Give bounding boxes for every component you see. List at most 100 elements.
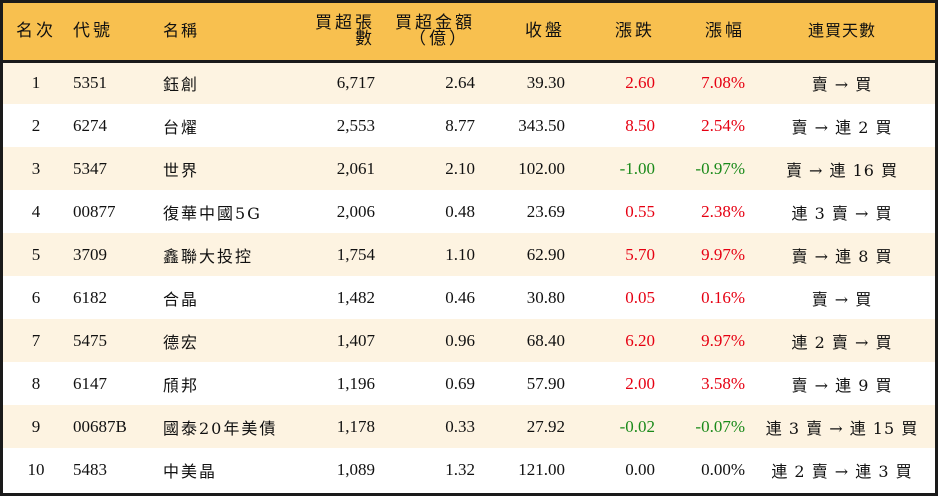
cell-close: 30.80 <box>526 287 565 307</box>
cell-net-buy-lots: 1,482 <box>336 287 375 307</box>
cell-code: 5483 <box>73 459 107 479</box>
cell-net-buy-amount: 0.46 <box>445 287 475 307</box>
cell-net-buy-lots: 1,196 <box>336 373 375 393</box>
cell-change-pct: 3.58% <box>701 373 745 393</box>
table-header-row: 名次 代號 名稱 買超張數 買超金額 （億） 收盤 漲跌 漲幅 連買天數 <box>3 3 935 61</box>
cell-net-buy-lots: 1,407 <box>336 330 375 350</box>
net-buy-ranking-table: 名次 代號 名稱 買超張數 買超金額 （億） 收盤 漲跌 漲幅 連買天數 1 53… <box>3 3 935 491</box>
cell-close: 102.00 <box>518 158 565 178</box>
cell-net-buy-amount: 1.32 <box>445 459 475 479</box>
cell-change-pct: 2.38% <box>701 201 745 221</box>
cell-code: 00877 <box>73 201 116 221</box>
cell-streak: 賣 → 連 9 買 <box>791 375 893 395</box>
cell-change: 2.00 <box>625 373 655 393</box>
cell-name: 德宏 <box>163 332 200 352</box>
cell-net-buy-amount: 1.10 <box>445 244 475 264</box>
header-rank: 名次 <box>16 21 56 42</box>
table-row: 9 00687B 國泰20年美債 1,178 0.33 27.92 -0.02 -0.07% 連… <box>3 405 935 448</box>
cell-rank: 9 <box>31 416 41 436</box>
cell-close: 27.92 <box>526 416 565 436</box>
cell-rank: 3 <box>31 158 41 178</box>
header-streak: 連買天數 <box>807 21 876 41</box>
cell-change: 0.05 <box>625 287 655 307</box>
table-row: 5 3709 鑫聯大投控 1,754 1.10 62.90 5.70 9.97% 賣 → 連 8… <box>3 233 935 276</box>
cell-name: 台燿 <box>163 117 200 137</box>
header-net-buy-amount-unit: （億） <box>409 29 469 50</box>
cell-name: 頎邦 <box>163 375 200 395</box>
cell-change: 6.20 <box>625 330 655 350</box>
cell-code: 3709 <box>73 244 107 264</box>
cell-close: 57.90 <box>526 373 565 393</box>
header-change-pct: 漲幅 <box>705 21 745 42</box>
cell-streak: 賣 → 買 <box>811 289 873 309</box>
cell-net-buy-amount: 2.10 <box>445 158 475 178</box>
cell-close: 39.30 <box>526 73 565 93</box>
cell-rank: 4 <box>31 201 41 221</box>
cell-streak: 賣 → 連 2 買 <box>791 117 893 137</box>
cell-close: 343.50 <box>518 115 565 135</box>
cell-streak: 連 3 賣 → 買 <box>791 203 893 223</box>
cell-net-buy-lots: 2,061 <box>336 158 375 178</box>
cell-change-pct: 0.16% <box>701 287 745 307</box>
cell-change: 0.00 <box>625 459 655 479</box>
cell-change: -1.00 <box>619 158 655 178</box>
table-row: 4 00877 復華中國5G 2,006 0.48 23.69 0.55 2.38% 連 3 賣… <box>3 190 935 233</box>
header-net-buy-amount: 買超金額 （億） <box>379 3 479 61</box>
cell-change-pct: -0.97% <box>695 158 745 178</box>
cell-net-buy-lots: 2,553 <box>336 115 375 135</box>
cell-change-pct: -0.07% <box>695 416 745 436</box>
cell-change: 5.70 <box>625 244 655 264</box>
header-net-buy-lots: 買超張數 <box>315 13 375 50</box>
cell-name: 鈺創 <box>163 75 200 95</box>
cell-name: 中美晶 <box>163 461 218 481</box>
cell-code: 5351 <box>73 73 107 93</box>
table-row: 7 5475 德宏 1,407 0.96 68.40 6.20 9.97% 連 2 賣 → 買 <box>3 319 935 362</box>
cell-change: 0.55 <box>625 201 655 221</box>
cell-streak: 賣 → 連 16 買 <box>785 160 899 180</box>
cell-net-buy-amount: 0.96 <box>445 330 475 350</box>
cell-code: 6147 <box>73 373 107 393</box>
cell-net-buy-lots: 2,006 <box>336 201 375 221</box>
cell-rank: 8 <box>31 373 41 393</box>
table-row: 3 5347 世界 2,061 2.10 102.00 -1.00 -0.97% 賣 → 連 1… <box>3 147 935 190</box>
cell-change-pct: 7.08% <box>701 73 745 93</box>
header-code: 代號 <box>73 21 113 42</box>
cell-change: 2.60 <box>625 73 655 93</box>
cell-code: 6274 <box>73 115 107 135</box>
cell-net-buy-amount: 0.69 <box>445 373 475 393</box>
cell-name: 合晶 <box>163 289 200 309</box>
cell-name: 國泰20年美債 <box>163 418 278 438</box>
cell-code: 5347 <box>73 158 107 178</box>
cell-net-buy-amount: 0.48 <box>445 201 475 221</box>
cell-rank: 1 <box>31 73 41 93</box>
cell-change-pct: 9.97% <box>701 244 745 264</box>
cell-net-buy-lots: 6,717 <box>336 73 375 93</box>
cell-net-buy-amount: 8.77 <box>445 115 475 135</box>
cell-close: 121.00 <box>518 459 565 479</box>
table-row: 10 5483 中美晶 1,089 1.32 121.00 0.00 0.00% 連 2 賣 →… <box>3 448 935 491</box>
cell-net-buy-lots: 1,754 <box>336 244 375 264</box>
cell-net-buy-amount: 2.64 <box>445 73 475 93</box>
cell-net-buy-lots: 1,089 <box>336 459 375 479</box>
table-row: 2 6274 台燿 2,553 8.77 343.50 8.50 2.54% 賣 → 連 2 買 <box>3 104 935 147</box>
table-row: 8 6147 頎邦 1,196 0.69 57.90 2.00 3.58% 賣 → 連 9 買 <box>3 362 935 405</box>
cell-streak: 賣 → 買 <box>811 75 873 95</box>
cell-streak: 賣 → 連 8 買 <box>791 246 893 266</box>
cell-change-pct: 9.97% <box>701 330 745 350</box>
cell-net-buy-amount: 0.33 <box>445 416 475 436</box>
cell-change-pct: 0.00% <box>701 459 745 479</box>
cell-streak: 連 2 賣 → 買 <box>791 332 893 352</box>
cell-rank: 2 <box>31 115 41 135</box>
cell-rank: 10 <box>27 459 45 479</box>
cell-code: 00687B <box>73 416 127 436</box>
cell-change: -0.02 <box>619 416 655 436</box>
cell-streak: 連 3 賣 → 連 15 買 <box>765 418 919 438</box>
cell-code: 5475 <box>73 330 107 350</box>
cell-change: 8.50 <box>625 115 655 135</box>
header-change: 漲跌 <box>615 21 655 42</box>
header-close: 收盤 <box>525 21 565 42</box>
cell-close: 62.90 <box>526 244 565 264</box>
header-net-buy-amount-label: 買超金額 <box>395 13 475 34</box>
cell-close: 68.40 <box>526 330 565 350</box>
